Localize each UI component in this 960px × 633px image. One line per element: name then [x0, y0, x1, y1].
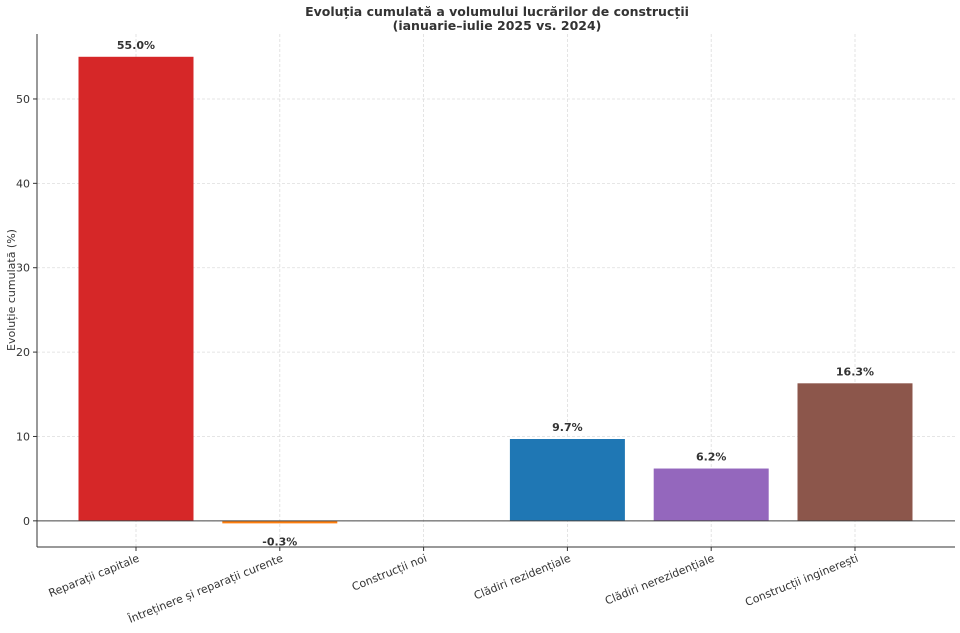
data-label: 6.2%: [696, 451, 727, 464]
x-tick-label: Clădiri rezidențiale: [472, 552, 573, 603]
y-tick-label: 0: [23, 515, 30, 528]
x-tick-label: Reparații capitale: [47, 552, 142, 600]
data-label: -0.3%: [262, 535, 297, 548]
chart-title-line2: (ianuarie–iulie 2025 vs. 2024): [393, 18, 602, 33]
x-tick-label: Construcții inginerești: [743, 552, 860, 609]
x-tick-label: Întreținere și reparații curente: [126, 552, 286, 627]
bar: [509, 439, 625, 521]
bar: [78, 56, 194, 521]
bar: [797, 383, 913, 521]
bar: [653, 468, 769, 521]
x-tick-label: Clădiri nerezidențiale: [603, 552, 716, 608]
y-tick-label: 10: [16, 430, 30, 443]
chart-title-line1: Evoluția cumulată a volumului lucrărilor…: [305, 4, 689, 19]
data-label: 9.7%: [552, 421, 583, 434]
y-axis-label: Evoluție cumulată (%): [5, 229, 18, 351]
y-tick-label: 30: [16, 262, 30, 275]
data-label: 16.3%: [836, 365, 874, 378]
x-tick-label: Construcții noi: [350, 552, 429, 594]
y-tick-label: 50: [16, 93, 30, 106]
y-tick-label: 20: [16, 346, 30, 359]
bar: [222, 520, 338, 524]
data-label: 55.0%: [117, 39, 155, 52]
y-tick-label: 40: [16, 177, 30, 190]
